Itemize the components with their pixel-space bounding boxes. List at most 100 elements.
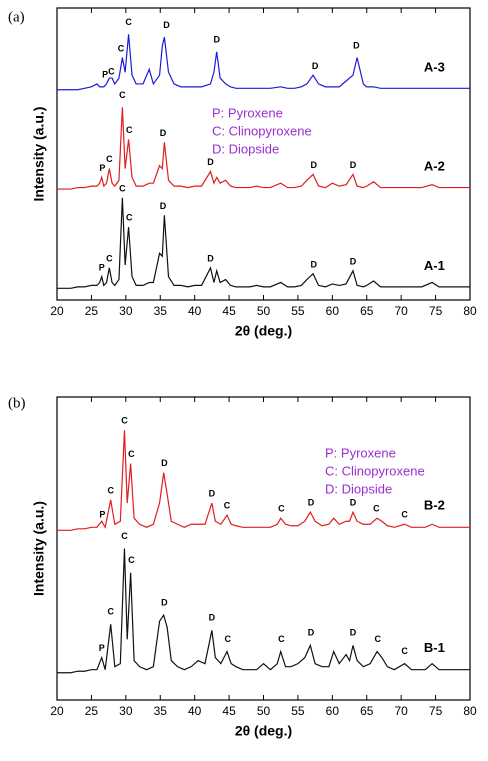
peak-label: D	[353, 40, 360, 50]
peak-label: P	[99, 510, 105, 520]
x-tick-label: 60	[326, 704, 340, 718]
x-tick-label: 55	[291, 304, 305, 318]
xrd-line	[57, 107, 470, 190]
peak-label: C	[106, 154, 113, 164]
x-tick-label: 45	[222, 704, 236, 718]
x-tick-label: 55	[291, 704, 305, 718]
x-tick-label: 20	[50, 704, 64, 718]
xrd-line	[57, 430, 470, 531]
key-entry: C: Clinopyroxene	[325, 463, 425, 478]
key-entry: C: Clinopyroxene	[212, 123, 312, 138]
x-tick-label: 45	[222, 304, 236, 318]
key-entry: D: Diopside	[325, 481, 392, 496]
peak-label: D	[213, 34, 220, 44]
x-tick-label: 50	[257, 304, 271, 318]
peak-label: P	[99, 163, 105, 173]
x-axis-label: 2θ (deg.)	[235, 723, 292, 739]
panel: (a) 20 25 30 35 40 45 50 55 60 65 70 75 80 2θ (deg.) In…	[8, 7, 477, 339]
x-tick-label: 80	[463, 704, 477, 718]
peak-label: D	[350, 256, 357, 266]
peak-label: P	[102, 70, 108, 80]
peak-label: P	[99, 262, 105, 272]
peak-label: D	[308, 628, 315, 638]
peak-label: P	[99, 643, 105, 653]
peak-label: C	[278, 634, 285, 644]
x-tick-label: 65	[360, 304, 374, 318]
series-label: B-2	[424, 498, 445, 513]
peak-label: C	[128, 449, 135, 459]
peak-label: D	[163, 20, 170, 30]
peak-label: C	[401, 510, 408, 520]
x-tick-label: 50	[257, 704, 271, 718]
key-entry: P: Pyroxene	[325, 445, 396, 460]
peak-label: D	[312, 61, 319, 71]
peak-label: D	[310, 160, 317, 170]
peak-label: C	[121, 416, 128, 426]
xrd-line	[57, 197, 470, 289]
peak-label: C	[375, 634, 382, 644]
x-tick-label: 20	[50, 304, 64, 318]
peak-label: C	[401, 646, 408, 656]
peak-label: C	[126, 213, 133, 223]
peak-label: D	[350, 497, 357, 507]
x-tick-label: 40	[188, 704, 202, 718]
x-tick-label: 75	[429, 304, 443, 318]
panel: (b) 20 25 30 35 40 45 50 55 60 65 70 75 80 2θ (deg.) In…	[8, 395, 477, 738]
peak-label: D	[350, 628, 357, 638]
x-tick-label: 80	[463, 304, 477, 318]
peak-label: D	[209, 488, 216, 498]
x-tick-label: 35	[154, 304, 168, 318]
peak-label: C	[107, 607, 114, 617]
peak-label: D	[207, 253, 214, 263]
peak-label: D	[161, 597, 168, 607]
peak-label: D	[308, 497, 315, 507]
x-tick-label: 65	[360, 704, 374, 718]
peak-label: D	[207, 157, 214, 167]
peak-label: C	[106, 253, 113, 263]
peak-label: D	[310, 259, 317, 269]
peak-label: D	[160, 128, 167, 138]
y-axis-label: Intensity (a.u.)	[31, 501, 47, 596]
peak-label: C	[224, 634, 231, 644]
xrd-line	[57, 34, 470, 91]
peak-label: D	[350, 160, 357, 170]
peak-label: D	[209, 613, 216, 623]
x-tick-label: 70	[394, 704, 408, 718]
panel-label: (a)	[8, 9, 25, 25]
peak-label: C	[278, 503, 285, 513]
peak-label: C	[121, 531, 128, 541]
peak-label: C	[224, 500, 231, 510]
x-tick-label: 30	[119, 704, 133, 718]
peak-label: C	[373, 503, 380, 513]
xrd-line	[57, 548, 470, 674]
series-label: A-1	[424, 258, 445, 273]
panel-label: (b)	[8, 395, 26, 411]
peak-label: D	[160, 201, 167, 211]
series-label: A-3	[424, 59, 445, 74]
peak-label: C	[126, 125, 133, 135]
key-entry: D: Diopside	[212, 141, 279, 156]
series-label: A-2	[424, 159, 445, 174]
x-tick-label: 25	[85, 304, 99, 318]
peak-label: C	[128, 555, 135, 565]
x-tick-label: 60	[326, 304, 340, 318]
plot-frame	[56, 396, 471, 701]
peak-label: C	[107, 485, 114, 495]
series-label: B-1	[424, 640, 445, 655]
x-tick-label: 40	[188, 304, 202, 318]
x-tick-label: 25	[85, 704, 99, 718]
key-entry: P: Pyroxene	[212, 105, 283, 120]
peak-label: C	[125, 17, 132, 27]
peak-label: C	[119, 183, 126, 193]
x-tick-label: 70	[394, 304, 408, 318]
peak-label: C	[108, 67, 115, 77]
x-tick-label: 75	[429, 704, 443, 718]
peak-label: C	[118, 43, 125, 53]
peak-label: C	[119, 90, 126, 100]
x-tick-label: 35	[154, 704, 168, 718]
y-axis-label: Intensity (a.u.)	[31, 107, 47, 202]
x-tick-label: 30	[119, 304, 133, 318]
peak-label: D	[161, 458, 168, 468]
x-axis-label: 2θ (deg.)	[235, 323, 292, 339]
